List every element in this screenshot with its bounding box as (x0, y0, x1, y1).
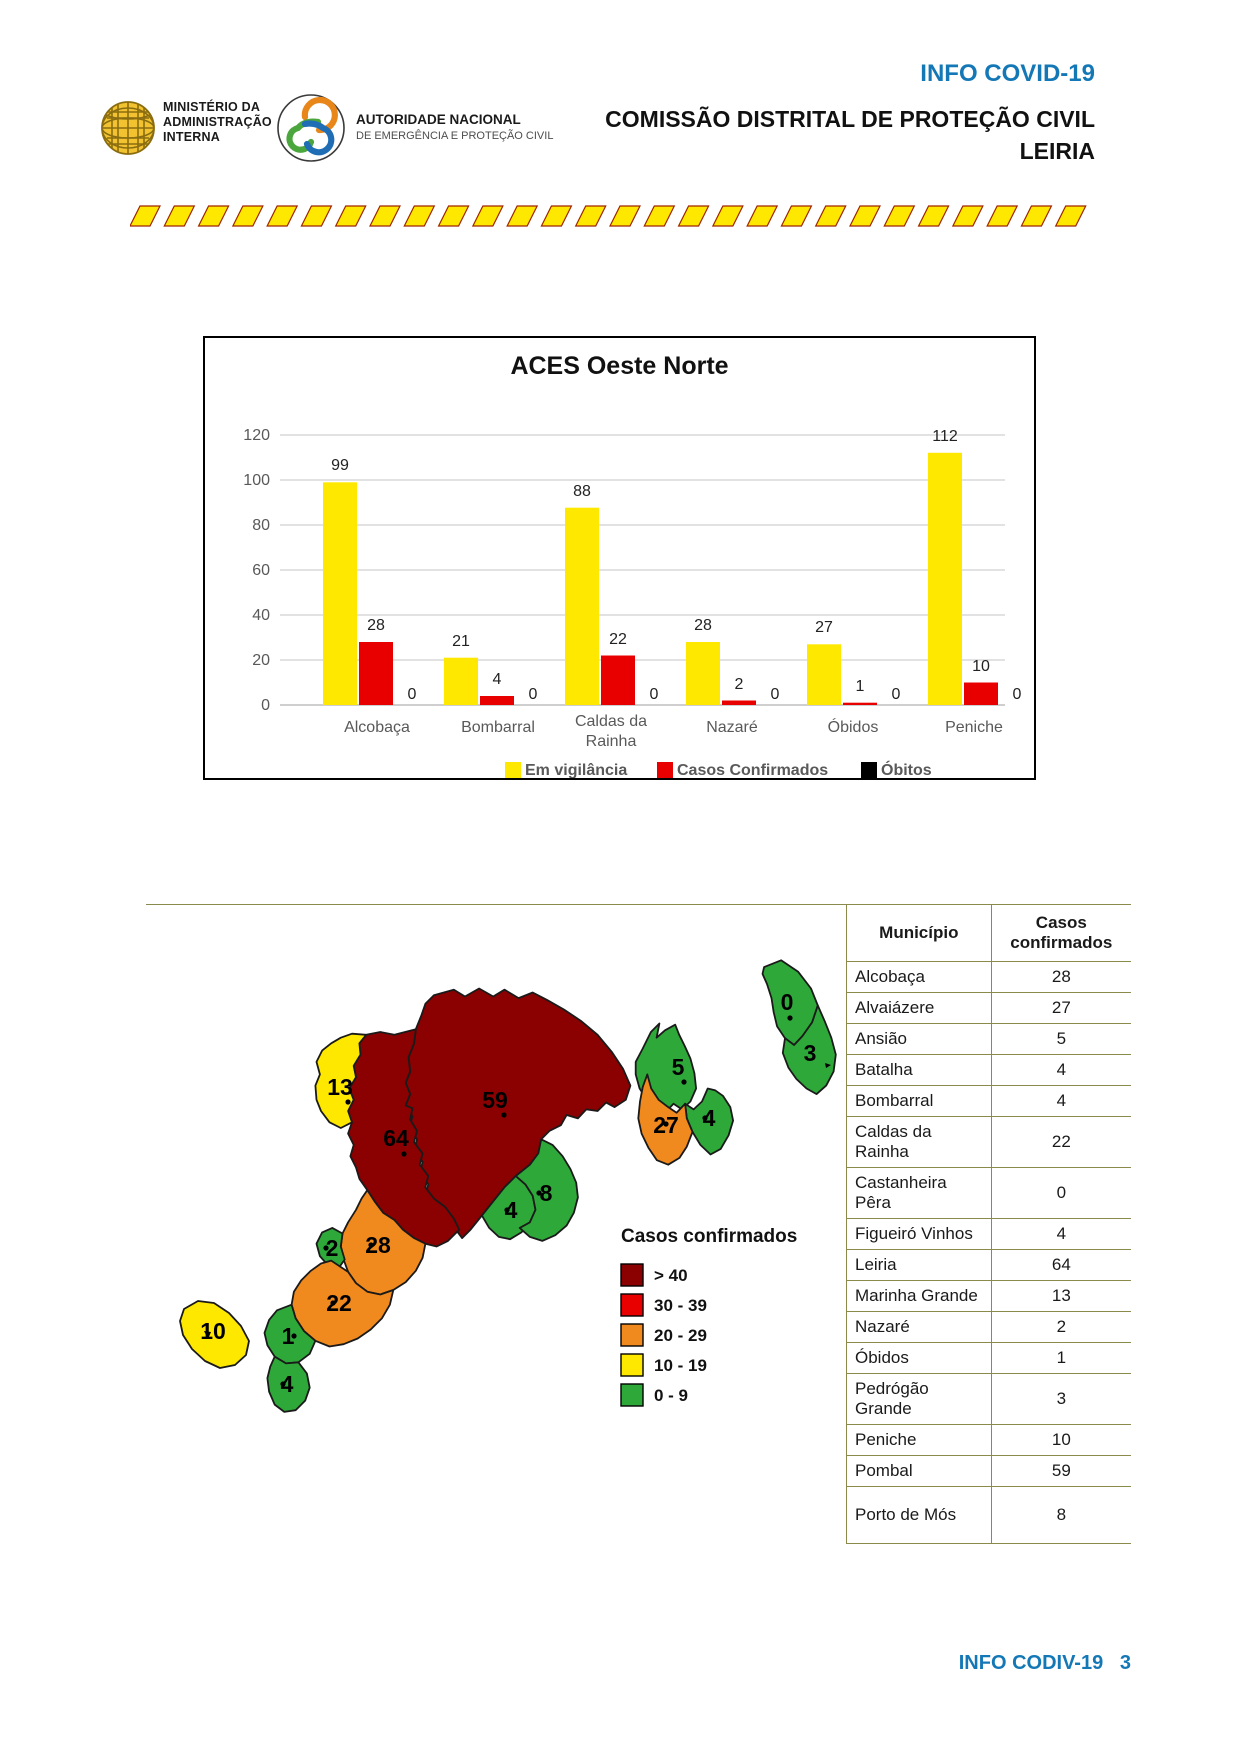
svg-text:28: 28 (367, 617, 385, 634)
svg-text:40: 40 (252, 607, 270, 624)
svg-text:59: 59 (482, 1087, 508, 1113)
svg-text:0: 0 (529, 686, 538, 703)
svg-text:20 - 29: 20 - 29 (654, 1326, 707, 1345)
svg-text:64: 64 (383, 1125, 409, 1151)
svg-text:0 - 9: 0 - 9 (654, 1386, 688, 1405)
svg-text:0: 0 (1013, 686, 1022, 703)
svg-text:112: 112 (932, 428, 958, 445)
svg-text:28: 28 (694, 617, 712, 634)
svg-text:0: 0 (781, 989, 794, 1015)
svg-text:0: 0 (650, 686, 659, 703)
svg-text:21: 21 (452, 633, 470, 650)
svg-text:Óbitos: Óbitos (881, 760, 932, 779)
svg-text:0: 0 (771, 686, 780, 703)
svg-text:88: 88 (573, 483, 591, 500)
svg-text:10: 10 (972, 658, 990, 675)
svg-text:22: 22 (326, 1290, 352, 1316)
svg-text:0: 0 (261, 697, 270, 714)
svg-text:60: 60 (252, 562, 270, 579)
svg-text:3: 3 (804, 1040, 817, 1066)
svg-text:27: 27 (815, 619, 833, 636)
svg-text:0: 0 (408, 686, 417, 703)
svg-text:20: 20 (252, 652, 270, 669)
svg-text:2: 2 (735, 676, 744, 693)
svg-text:10: 10 (200, 1318, 226, 1344)
svg-text:120: 120 (243, 427, 270, 444)
svg-text:13: 13 (327, 1074, 353, 1100)
svg-text:30 - 39: 30 - 39 (654, 1296, 707, 1315)
svg-text:80: 80 (252, 517, 270, 534)
svg-text:Em vigilância: Em vigilância (525, 762, 627, 779)
svg-text:4: 4 (493, 671, 502, 688)
svg-text:0: 0 (892, 686, 901, 703)
svg-text:Nazaré: Nazaré (706, 719, 758, 736)
svg-text:22: 22 (609, 631, 627, 648)
svg-text:10 - 19: 10 - 19 (654, 1356, 707, 1375)
svg-text:> 40: > 40 (654, 1266, 688, 1285)
svg-text:Bombarral: Bombarral (461, 719, 535, 736)
svg-text:Rainha: Rainha (586, 733, 637, 750)
svg-text:Óbidos: Óbidos (828, 717, 879, 736)
svg-text:99: 99 (331, 457, 349, 474)
svg-text:100: 100 (243, 472, 270, 489)
svg-text:Casos Confirmados: Casos Confirmados (677, 762, 828, 779)
svg-text:1: 1 (856, 678, 865, 695)
svg-text:Peniche: Peniche (945, 719, 1003, 736)
svg-text:Casos confirmados: Casos confirmados (621, 1226, 797, 1247)
svg-text:Caldas da: Caldas da (575, 713, 647, 730)
svg-text:5: 5 (672, 1054, 685, 1080)
svg-text:Alcobaça: Alcobaça (344, 719, 410, 736)
